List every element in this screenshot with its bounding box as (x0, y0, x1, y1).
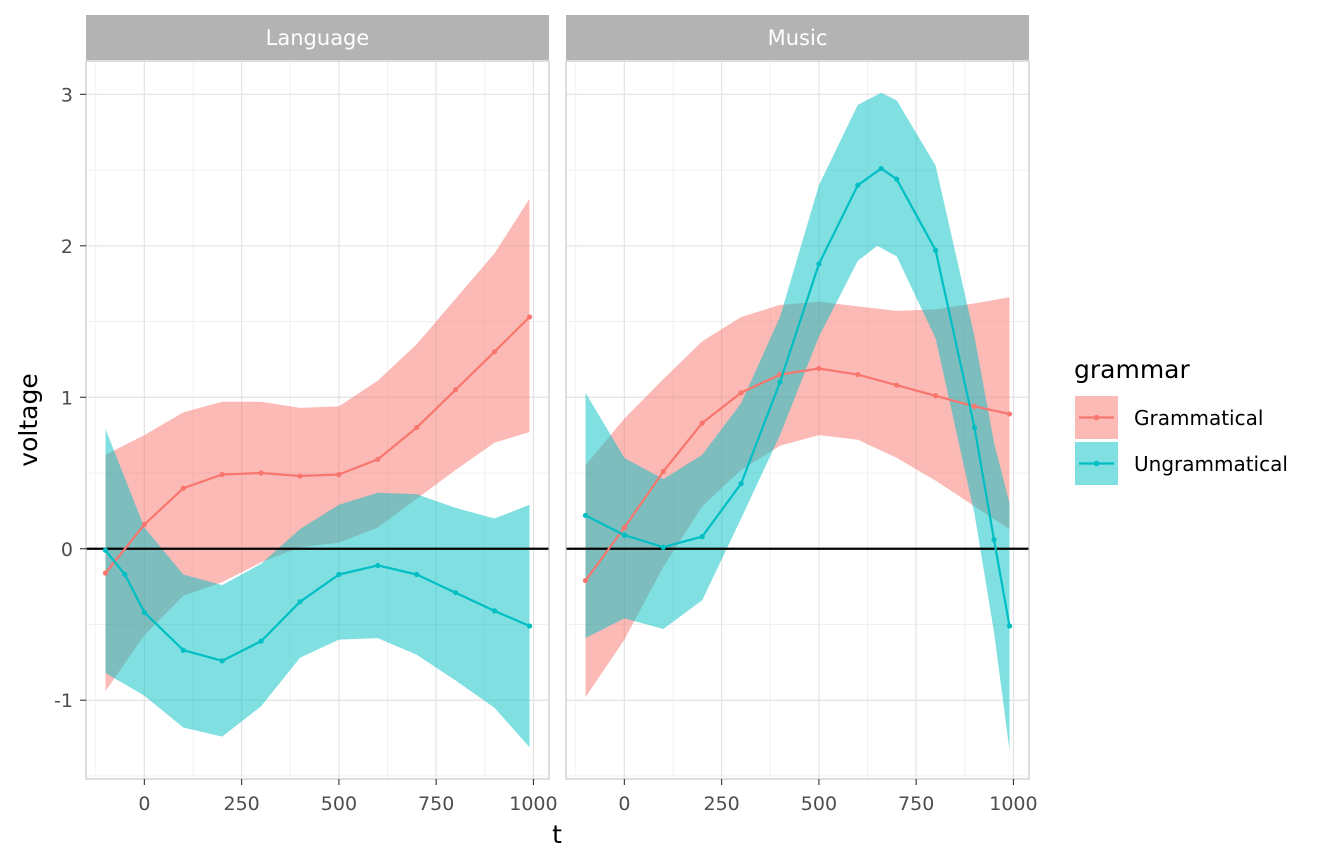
point-ungrammatical (699, 534, 705, 540)
point-grammatical (414, 424, 420, 431)
point-ungrammatical (1006, 623, 1013, 629)
point-grammatical (855, 371, 861, 378)
legend-label-grammatical: Grammatical (1134, 406, 1263, 430)
x-tick-label: 750 (898, 793, 934, 815)
point-grammatical (738, 390, 744, 396)
point-grammatical (297, 473, 303, 479)
point-ungrammatical (526, 623, 533, 629)
ribbon-grammatical (585, 297, 1010, 698)
point-grammatical (621, 524, 627, 531)
facet-panels: Language 0 250 500 750 1000 Music 0 250 500 750 100… (85, 15, 1038, 815)
ribbon-ungrammatical (105, 429, 530, 748)
point-grammatical (258, 470, 264, 476)
panel-content (566, 92, 1029, 751)
point-grammatical (453, 387, 459, 393)
point-ungrammatical (816, 261, 822, 267)
line-grammatical (584, 367, 1010, 582)
point-ungrammatical (102, 547, 109, 553)
point-grammatical (491, 349, 498, 355)
point-ungrammatical (375, 562, 381, 569)
facet-strip-label: Music (768, 26, 828, 50)
point-ungrammatical (855, 182, 861, 188)
facet-strip (566, 15, 1029, 60)
point-ungrammatical (894, 176, 900, 182)
point-grammatical (375, 456, 381, 462)
point-ungrammatical (660, 544, 666, 550)
x-tick-label: 1000 (989, 793, 1037, 815)
point-ungrammatical (738, 481, 744, 487)
point-ungrammatical (777, 379, 783, 385)
point-grammatical (526, 314, 533, 320)
point-ungrammatical (933, 247, 939, 253)
point-grammatical (141, 521, 147, 528)
point-grammatical (660, 468, 666, 475)
legend-label-ungrammatical: Ungrammatical (1134, 452, 1288, 476)
point-grammatical (1006, 411, 1013, 417)
y-tick-label: 0 (61, 539, 73, 561)
legend-key-dot-ungrammatical (1093, 460, 1100, 467)
point-ungrammatical (297, 599, 303, 605)
facet-panel-language: Language 0 250 500 750 1000 (85, 15, 558, 815)
ribbon-grammatical (105, 198, 530, 692)
y-axis-title: voltage (14, 373, 43, 466)
y-tick-label: -1 (54, 690, 73, 712)
x-axis-title: t (552, 820, 562, 849)
x-tick-label: 250 (703, 793, 739, 815)
y-tick-label: 3 (61, 84, 73, 106)
point-ungrammatical (582, 512, 589, 519)
point-grammatical (933, 393, 939, 399)
facet-strip-label: Language (266, 26, 370, 50)
point-ungrammatical (141, 609, 147, 615)
y-tick-label: 1 (61, 387, 73, 409)
legend-title: grammar (1074, 355, 1190, 384)
point-ungrammatical (258, 638, 264, 644)
legend-item-grammatical: Grammatical (1075, 396, 1263, 439)
x-tick-label: 1000 (509, 793, 557, 815)
point-grammatical (336, 471, 342, 478)
point-ungrammatical (336, 571, 342, 578)
point-ungrammatical (453, 590, 459, 596)
x-tick-label: 250 (223, 793, 259, 815)
panel-border (565, 60, 1030, 780)
facet-strip (86, 15, 549, 60)
point-ungrammatical (878, 165, 884, 172)
point-ungrammatical (991, 537, 997, 543)
point-grammatical (582, 577, 589, 584)
legend-item-ungrammatical: Ungrammatical (1075, 442, 1288, 485)
point-ungrammatical (122, 571, 128, 578)
point-grammatical (699, 420, 705, 426)
panel-content (86, 198, 549, 748)
point-ungrammatical (971, 424, 978, 431)
x-tick-label: 500 (321, 793, 357, 815)
line-grammatical (104, 316, 531, 574)
point-grammatical (971, 403, 978, 409)
point-ungrammatical (219, 658, 225, 664)
point-ungrammatical (180, 647, 186, 653)
point-grammatical (219, 471, 225, 478)
axes: t voltage -1 0 1 2 3 (14, 84, 562, 849)
panel-border (85, 60, 550, 780)
point-grammatical (816, 365, 822, 372)
point-ungrammatical (414, 571, 420, 578)
point-grammatical (180, 485, 186, 491)
point-grammatical (102, 570, 109, 576)
point-grammatical (894, 382, 900, 388)
x-tick-label: 0 (618, 793, 630, 815)
legend-key-dot-grammatical (1093, 414, 1100, 421)
point-ungrammatical (491, 608, 498, 614)
legend: grammar Grammatical Ungrammatical (1074, 355, 1288, 485)
point-ungrammatical (621, 532, 627, 538)
x-tick-label: 0 (138, 793, 150, 815)
x-tick-label: 750 (418, 793, 454, 815)
line-ungrammatical (585, 167, 1011, 627)
facet-panel-music: Music 0 250 500 750 1000 (565, 15, 1038, 815)
ribbon-ungrammatical (585, 92, 1010, 751)
x-tick-label: 500 (801, 793, 837, 815)
y-tick-label: 2 (61, 236, 73, 258)
